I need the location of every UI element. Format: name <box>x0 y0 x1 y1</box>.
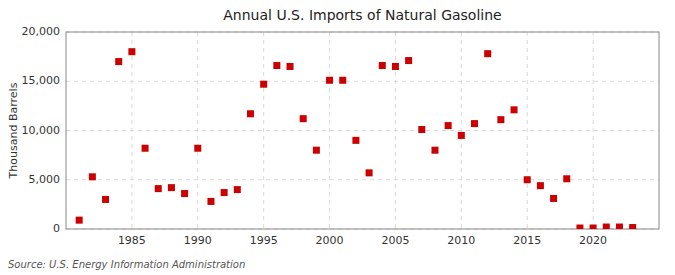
x-grid-line <box>197 32 198 229</box>
data-point <box>366 169 373 176</box>
data-point <box>142 145 149 152</box>
data-point <box>221 189 228 196</box>
y-grid-line <box>66 130 659 131</box>
data-point <box>89 173 96 180</box>
data-point <box>550 195 557 202</box>
data-point <box>76 217 83 224</box>
x-grid-line <box>461 32 462 229</box>
chart-title: Annual U.S. Imports of Natural Gasoline <box>223 7 501 23</box>
y-tick-label: 10,000 <box>22 124 61 137</box>
grid <box>66 32 659 229</box>
data-point <box>168 184 175 191</box>
y-tick-label: 15,000 <box>22 74 61 87</box>
chart-svg: 0 5,000 10,000 15,000 20,000 1985 1990 1995 2000… <box>0 0 675 275</box>
x-grid-line <box>593 32 594 229</box>
x-tick-label: 1995 <box>250 234 278 247</box>
data-point <box>247 110 254 117</box>
axes: 0 5,000 10,000 15,000 20,000 1985 1990 1995 2000… <box>22 25 608 247</box>
x-tick-label: 2005 <box>381 234 409 247</box>
x-grid-line <box>131 32 132 229</box>
data-point <box>260 81 267 88</box>
x-tick-label: 2015 <box>513 234 541 247</box>
x-grid-line <box>395 32 396 229</box>
plot-area <box>66 32 659 229</box>
data-point <box>287 63 294 70</box>
data-point <box>128 48 135 55</box>
y-axis-label: Thousand Barrels <box>7 82 20 179</box>
chart-container: 0 5,000 10,000 15,000 20,000 1985 1990 1995 2000… <box>0 0 675 275</box>
data-point <box>576 225 583 229</box>
y-tick-label: 20,000 <box>22 25 61 38</box>
y-tick-label: 5,000 <box>29 173 61 186</box>
plot-frame <box>66 32 659 229</box>
data-point <box>352 137 359 144</box>
x-tick-label: 2010 <box>447 234 475 247</box>
data-point <box>405 57 412 64</box>
data-point <box>431 147 438 154</box>
data-point <box>497 116 504 123</box>
data-points <box>76 48 636 229</box>
data-point <box>418 126 425 133</box>
x-tick-label: 1990 <box>184 234 212 247</box>
data-point <box>445 122 452 129</box>
data-point <box>458 132 465 139</box>
data-point <box>537 182 544 189</box>
data-point <box>524 176 531 183</box>
data-point <box>563 175 570 182</box>
data-point <box>629 224 636 229</box>
x-grid-line <box>263 32 264 229</box>
data-point <box>102 196 109 203</box>
x-tick-label: 2000 <box>316 234 344 247</box>
data-point <box>155 185 162 192</box>
data-point <box>616 224 623 229</box>
data-point <box>379 62 386 69</box>
x-grid-line <box>329 32 330 229</box>
data-point <box>273 62 280 69</box>
data-point <box>194 145 201 152</box>
data-point <box>511 106 518 113</box>
data-point <box>326 77 333 84</box>
data-point <box>484 50 491 57</box>
x-tick-label: 2020 <box>579 234 607 247</box>
x-tick-label: 1985 <box>118 234 146 247</box>
data-point <box>590 225 597 229</box>
data-point <box>115 58 122 65</box>
data-point <box>181 190 188 197</box>
data-point <box>603 224 610 229</box>
data-point <box>300 115 307 122</box>
data-point <box>339 77 346 84</box>
x-grid-line <box>527 32 528 229</box>
y-grid-line <box>66 81 659 82</box>
data-point <box>313 147 320 154</box>
data-point <box>392 63 399 70</box>
data-point <box>207 198 214 205</box>
y-tick-label: 0 <box>53 222 60 235</box>
source-note: Source: U.S. Energy Information Administ… <box>8 259 245 270</box>
data-point <box>471 120 478 127</box>
data-point <box>234 186 241 193</box>
